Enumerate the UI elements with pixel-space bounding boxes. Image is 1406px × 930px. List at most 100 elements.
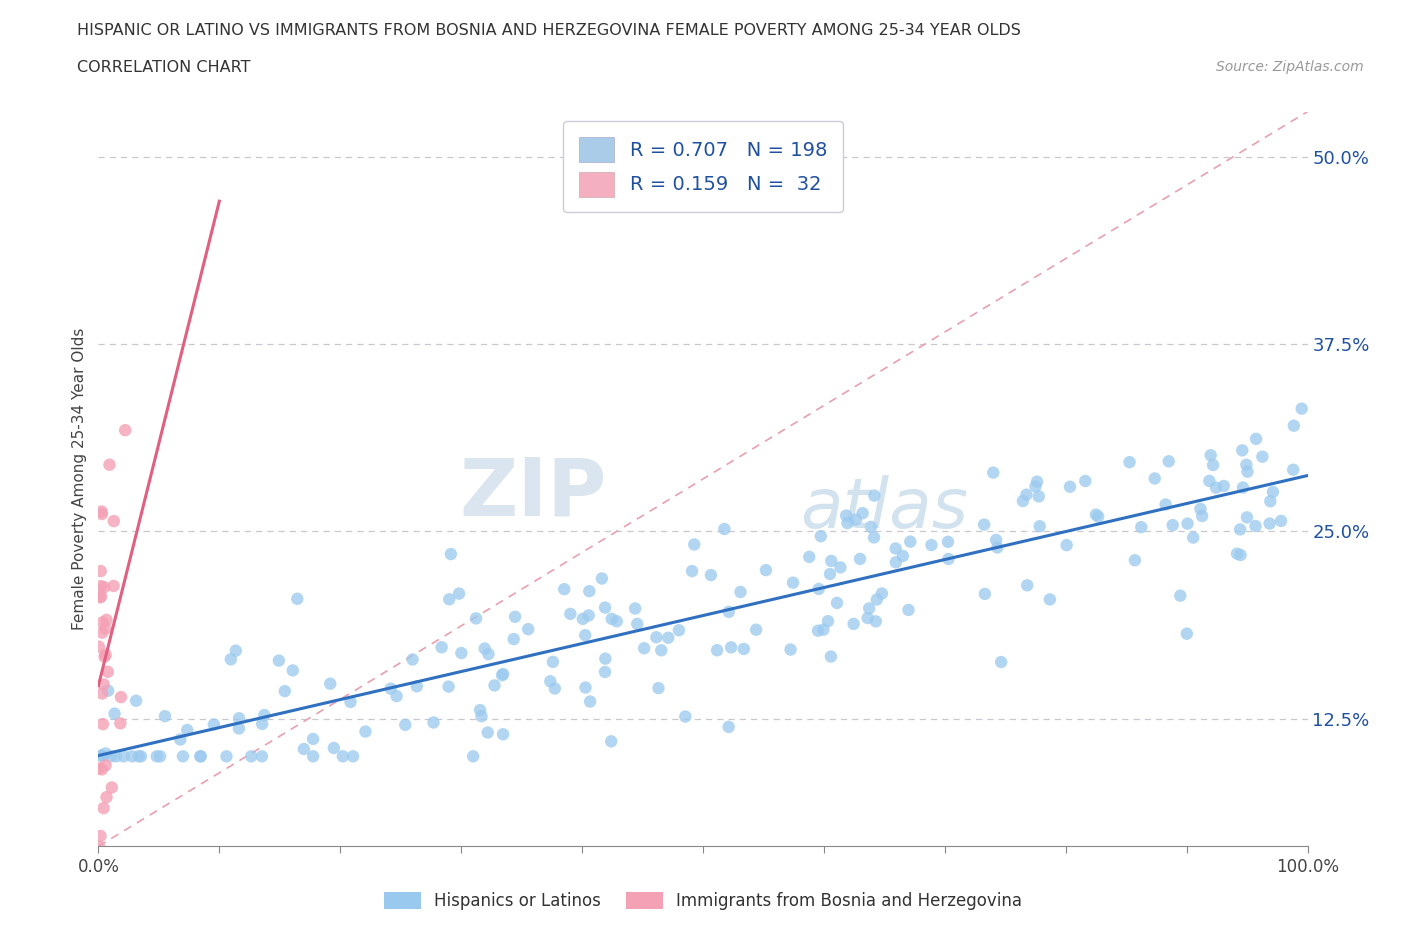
Point: [1212, 479, 1234, 494]
Point: [544, 681, 567, 696]
Point: [470, 709, 492, 724]
Point: [578, 608, 600, 623]
Point: [339, 695, 361, 710]
Point: [1189, 501, 1212, 516]
Point: [595, 651, 617, 666]
Point: [863, 488, 886, 503]
Point: [657, 631, 679, 645]
Point: [706, 643, 728, 658]
Point: [110, 716, 132, 731]
Point: [938, 551, 960, 566]
Point: [292, 741, 315, 756]
Point: [560, 606, 582, 621]
Point: [90, 507, 112, 522]
Point: [228, 711, 250, 725]
Point: [1015, 487, 1038, 502]
Point: [593, 665, 616, 680]
Point: [713, 522, 735, 537]
Point: [103, 706, 125, 721]
Point: [285, 591, 308, 606]
Point: [91, 717, 114, 732]
Point: [810, 529, 832, 544]
Point: [858, 601, 880, 616]
Point: [733, 642, 755, 657]
Point: [215, 749, 238, 764]
Point: [990, 655, 1012, 670]
Point: [125, 693, 148, 708]
Point: [463, 749, 485, 764]
Point: [149, 749, 172, 764]
Point: [90, 762, 112, 777]
Point: [380, 682, 402, 697]
Point: [93, 677, 115, 692]
Point: [633, 641, 655, 656]
Point: [897, 603, 920, 618]
Point: [1291, 401, 1313, 416]
Point: [730, 585, 752, 600]
Point: [90, 589, 112, 604]
Point: [128, 749, 150, 764]
Point: [579, 694, 602, 709]
Point: [600, 611, 623, 626]
Text: atlas: atlas: [800, 475, 967, 542]
Point: [1024, 479, 1046, 494]
Point: [91, 749, 114, 764]
Point: [606, 614, 628, 629]
Point: [1236, 464, 1258, 479]
Point: [91, 686, 114, 701]
Point: [1039, 592, 1062, 607]
Point: [114, 423, 136, 438]
Point: [1177, 516, 1199, 531]
Point: [90, 504, 112, 519]
Point: [1258, 494, 1281, 509]
Point: [250, 749, 273, 764]
Point: [1282, 462, 1305, 477]
Point: [835, 508, 858, 523]
Point: [91, 615, 114, 630]
Point: [936, 535, 959, 550]
Point: [920, 538, 942, 552]
Point: [103, 513, 125, 528]
Point: [700, 567, 723, 582]
Point: [103, 578, 125, 593]
Point: [817, 614, 839, 629]
Point: [553, 582, 575, 597]
Point: [1157, 454, 1180, 469]
Text: HISPANIC OR LATINO VS IMMIGRANTS FROM BOSNIA AND HERZEGOVINA FEMALE POVERTY AMON: HISPANIC OR LATINO VS IMMIGRANTS FROM BO…: [77, 23, 1021, 38]
Point: [90, 748, 112, 763]
Point: [1028, 519, 1050, 534]
Point: [984, 533, 1007, 548]
Point: [465, 611, 488, 626]
Point: [574, 680, 596, 695]
Point: [572, 611, 595, 626]
Point: [319, 676, 342, 691]
Point: [1191, 509, 1213, 524]
Point: [332, 749, 354, 764]
Point: [681, 564, 703, 578]
Point: [856, 611, 879, 626]
Point: [591, 571, 613, 586]
Point: [176, 723, 198, 737]
Point: [1028, 489, 1050, 504]
Point: [1130, 520, 1153, 535]
Point: [1056, 538, 1078, 552]
Point: [1232, 480, 1254, 495]
Point: [385, 688, 408, 703]
Point: [322, 740, 344, 755]
Point: [1234, 458, 1257, 472]
Point: [477, 725, 499, 740]
Point: [281, 663, 304, 678]
Point: [228, 721, 250, 736]
Point: [517, 622, 540, 637]
Point: [973, 587, 995, 602]
Point: [91, 625, 114, 640]
Point: [863, 530, 886, 545]
Point: [94, 758, 117, 773]
Point: [626, 617, 648, 631]
Point: [153, 709, 176, 724]
Point: [502, 631, 524, 646]
Point: [90, 564, 112, 578]
Point: [837, 515, 859, 530]
Point: [97, 664, 120, 679]
Point: [302, 732, 325, 747]
